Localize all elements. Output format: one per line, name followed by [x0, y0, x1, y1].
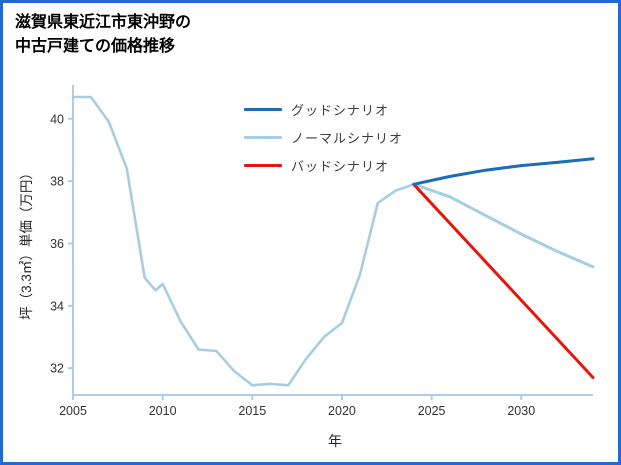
normal-scenario-line-swatch — [244, 135, 282, 139]
normal-scenario-line — [412, 182, 595, 269]
chart-legend: グッドシナリオ ノーマルシナリオ バッドシナリオ — [244, 95, 403, 179]
legend-item-bad: バッドシナリオ — [244, 151, 403, 179]
y-tick-label: 32 — [50, 362, 64, 376]
legend-label-normal: ノーマルシナリオ — [291, 130, 404, 146]
price-trend-line-chart: 2005 2010 2015 2020 2025 2030 32 34 36 38 40 — [50, 85, 595, 418]
good-scenario-line-swatch — [244, 107, 282, 111]
y-axis-label: 坪（3.3㎡）単価（万円） — [19, 166, 34, 320]
x-tick-label: 2025 — [418, 404, 446, 418]
legend-item-normal: ノーマルシナリオ — [244, 123, 403, 151]
legend-item-good: グッドシナリオ — [244, 95, 403, 123]
legend-label-bad: バッドシナリオ — [291, 158, 390, 174]
x-tick-label: 2020 — [328, 404, 356, 418]
good-scenario-line — [412, 157, 595, 186]
x-tick-label: 2030 — [507, 404, 535, 418]
x-tick-label: 2005 — [59, 404, 87, 418]
y-tick-label: 34 — [50, 299, 64, 313]
x-tick-label: 2010 — [149, 404, 177, 418]
x-axis-label: 年 — [328, 433, 342, 449]
x-tick-label: 2015 — [238, 404, 266, 418]
bad-scenario-line — [412, 182, 595, 379]
y-tick-label: 40 — [50, 112, 64, 126]
title-line-2: 中古戸建ての価格推移 — [15, 38, 176, 55]
legend-label-good: グッドシナリオ — [291, 102, 390, 118]
bad-scenario-line-swatch — [244, 163, 282, 167]
title-line-1: 滋賀県東近江市東沖野の — [15, 14, 192, 31]
history-line — [71, 95, 416, 387]
y-tick-label: 36 — [50, 237, 64, 251]
y-tick-label: 38 — [50, 175, 64, 189]
page-title: 滋賀県東近江市東沖野の 中古戸建ての価格推移 — [15, 11, 191, 59]
